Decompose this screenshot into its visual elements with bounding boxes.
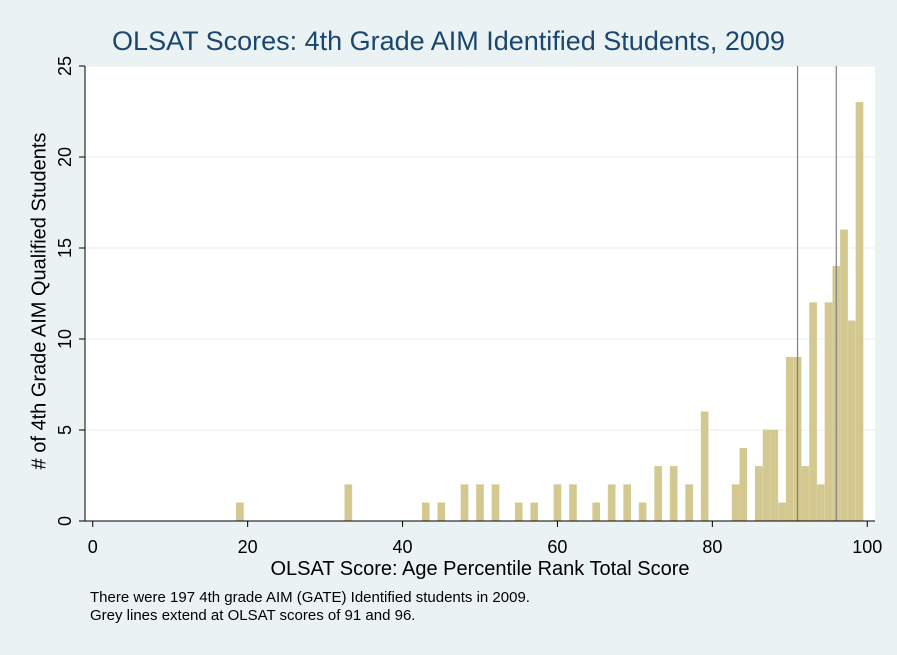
reference-lines [796,66,837,521]
footnote-1: There were 197 4th grade AIM (GATE) Iden… [90,589,530,606]
bar [638,502,647,522]
bar [553,484,562,522]
bar [236,502,244,522]
bar [739,447,748,522]
bar [855,102,864,522]
y-tick-label: 15 [55,238,75,258]
y-tick-label: 20 [55,147,75,167]
bar [530,502,539,522]
bar [685,484,693,522]
x-tick-label: 100 [852,537,882,557]
bar [755,466,763,522]
footnote-2: Grey lines extend at OLSAT scores of 91 … [90,607,416,624]
bar [476,484,484,522]
plot-area [85,66,875,521]
bar [421,502,430,522]
bar [816,484,825,522]
x-tick-label: 80 [702,537,722,557]
bar [623,484,631,522]
bar [460,484,469,522]
y-axis-ticks: 0 5 10 15 20 25 [55,56,85,526]
x-tick-label: 40 [393,537,413,557]
bar [731,484,740,522]
x-tick-label: 20 [238,537,258,557]
bar [770,429,779,522]
x-tick-label: 0 [88,537,98,557]
bar [669,466,678,522]
x-axis-label: OLSAT Score: Age Percentile Rank Total S… [270,558,690,580]
x-axis-ticks: 0 20 40 60 80 100 [88,521,882,557]
bars [236,102,864,522]
y-axis-label-text: # of 4th Grade AIM Qualified Students [28,132,51,470]
x-tick-label: 60 [547,537,567,557]
bar [847,320,856,522]
bar [778,502,786,522]
bar [654,466,662,522]
bar [437,502,446,522]
y-tick-label: 5 [55,425,75,435]
bar [491,484,500,522]
bar [592,502,600,522]
bar [569,484,577,522]
grid-lines [85,65,875,431]
bar [840,229,848,522]
bar [607,484,616,522]
y-tick-label: 25 [55,56,75,76]
bar [824,302,833,522]
y-tick-label: 0 [55,516,75,526]
bar [785,356,794,522]
y-tick-label: 10 [55,329,75,349]
bar [344,484,353,522]
bar [801,466,810,522]
bar [514,502,523,522]
bar [700,411,709,522]
bar [809,302,817,522]
bar [762,429,771,522]
chart-title: OLSAT Scores: 4th Grade AIM Identified S… [112,26,785,56]
